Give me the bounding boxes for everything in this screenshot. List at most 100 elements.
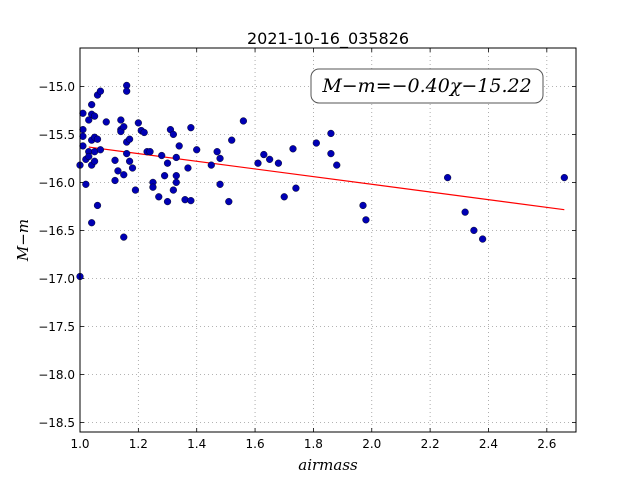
data-point (213, 148, 221, 156)
data-point (111, 156, 119, 164)
data-point (88, 219, 96, 227)
data-point (117, 116, 125, 124)
grid (79, 48, 576, 432)
data-point (184, 164, 192, 172)
data-point (172, 178, 180, 187)
data-point (149, 183, 157, 191)
data-point (85, 116, 93, 124)
y-tick-label: −16.5 (38, 224, 75, 238)
data-point (88, 101, 96, 109)
data-point (163, 198, 172, 206)
data-point (187, 197, 195, 205)
data-point (444, 174, 452, 182)
data-point (120, 171, 128, 179)
data-point (128, 164, 137, 172)
data-point (470, 226, 478, 235)
data-point (82, 180, 90, 188)
x-tick-label: 1.8 (304, 437, 323, 451)
data-point (161, 172, 169, 180)
data-point (111, 176, 119, 185)
data-point (187, 124, 195, 132)
data-point (123, 87, 131, 95)
data-point (292, 184, 300, 192)
data-point (169, 186, 177, 194)
data-point (193, 146, 201, 154)
data-point (172, 153, 180, 162)
data-point (120, 123, 128, 131)
data-point (239, 117, 247, 125)
data-point (175, 142, 183, 150)
data-point (560, 174, 568, 182)
data-point (461, 208, 469, 216)
data-point (134, 119, 142, 127)
x-tick-label: 1.2 (129, 437, 148, 451)
data-point (333, 161, 341, 169)
data-point (163, 159, 172, 167)
data-point (90, 157, 99, 165)
data-point (216, 154, 224, 163)
annotation-box (310, 68, 544, 104)
x-tick-label: 2.4 (479, 437, 498, 451)
data-point (260, 150, 268, 159)
plot-frame (79, 47, 577, 433)
data-point (102, 118, 110, 126)
data-points (76, 81, 568, 281)
y-tick-label: −17.0 (38, 272, 75, 286)
data-point (216, 180, 224, 188)
data-point (96, 87, 105, 95)
data-point (312, 139, 320, 147)
y-tick-label: −15.5 (38, 128, 75, 142)
data-point (114, 167, 122, 175)
data-point (126, 157, 134, 165)
data-point (90, 112, 99, 120)
data-point (327, 150, 335, 158)
data-point (254, 159, 262, 167)
data-point (289, 145, 297, 153)
data-point (362, 216, 370, 224)
plot-area (80, 48, 576, 432)
data-point (172, 172, 180, 180)
data-point (79, 126, 87, 134)
data-point (93, 135, 102, 143)
data-point (120, 233, 128, 241)
x-tick-label: 1.6 (246, 437, 265, 451)
data-point (140, 128, 148, 137)
fit-line (88, 146, 565, 211)
data-point (359, 201, 367, 210)
y-axis-label: M−m (14, 219, 32, 262)
x-tick-label: 2.0 (362, 437, 381, 451)
data-point (266, 155, 274, 163)
axis-ticks: 1.0 1.2 1.4 1.6 1.8 2.0 2.2 2.4 2.6 −15.0 −15.5 −16… (38, 48, 576, 451)
data-point (479, 235, 487, 243)
data-point (146, 148, 154, 156)
data-point (96, 146, 105, 154)
data-point (93, 201, 102, 210)
data-point (169, 130, 177, 139)
annotation-text: M−m=−0.40χ−15.22 (321, 75, 531, 97)
data-point (280, 193, 288, 201)
y-tick-label: −16.0 (38, 176, 75, 190)
data-point (123, 150, 131, 158)
data-point (79, 109, 87, 117)
data-point (126, 135, 134, 143)
chart-title: 2021-10-16_035826 (247, 29, 409, 49)
y-tick-label: −18.5 (38, 416, 75, 430)
data-point (158, 151, 166, 160)
y-tick-label: −17.5 (38, 320, 75, 334)
data-point (207, 161, 215, 169)
data-point (228, 136, 236, 144)
x-tick-label: 2.6 (537, 437, 556, 451)
y-tick-label: −15.0 (38, 80, 75, 94)
x-tick-label: 1.0 (70, 437, 89, 451)
data-point (79, 142, 87, 150)
x-tick-label: 1.4 (187, 437, 206, 451)
data-point (327, 129, 335, 138)
data-point (131, 186, 140, 194)
data-point (85, 152, 93, 161)
y-tick-label: −18.0 (38, 368, 75, 382)
data-point (225, 198, 233, 206)
x-axis-label: airmass (298, 456, 358, 474)
fit-layer (88, 146, 565, 211)
data-point (274, 159, 283, 167)
